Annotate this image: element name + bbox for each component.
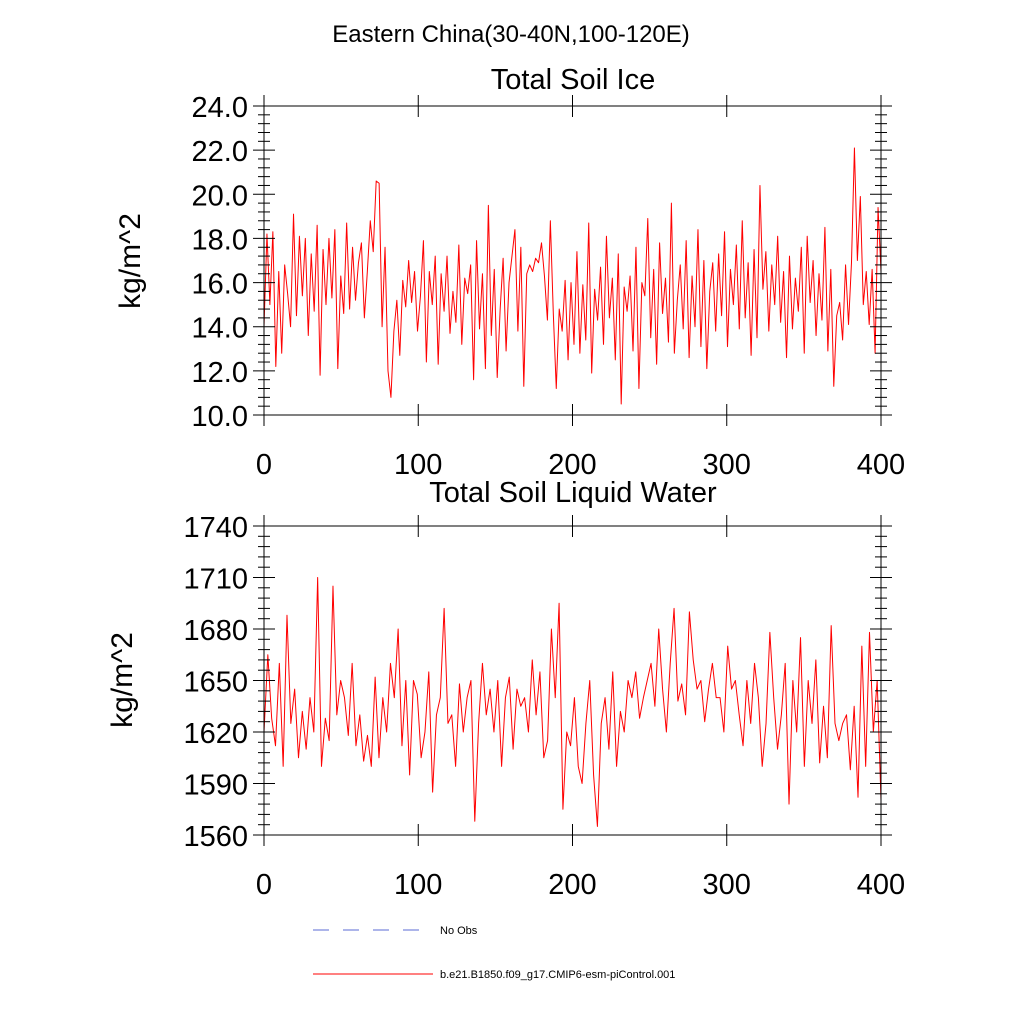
y-tick-label: 10.0 [192,401,248,433]
y-tick-label: 1650 [183,667,248,699]
x-tick-label: 100 [394,869,442,901]
plot-frame [263,105,882,416]
y-tick-label: 24.0 [192,92,248,124]
legend: No Obs b.e21.B1850.f09_g17.CMIP6-esm-piC… [313,925,675,981]
x-tick-label: 200 [548,449,596,481]
series-line [263,147,882,405]
chart-panel-soil-ice: Total Soil Ice kg/m^2 10.0 12.0 14.0 16.0 18… [114,64,905,481]
x-tick-label: 300 [703,869,751,901]
x-tick-label: 400 [857,449,905,481]
x-tick-label: 200 [548,869,596,901]
x-tick-label: 0 [256,869,272,901]
chart-panel-soil-liquid-water: Total Soil Liquid Water kg/m^2 1560 1590 1… [106,477,905,901]
y-tick-label: 1590 [183,770,248,802]
y-axis-label: kg/m^2 [114,213,147,309]
y-tick-label: 22.0 [192,136,248,168]
x-tick-label: 300 [703,449,751,481]
y-axis-label: kg/m^2 [106,632,139,728]
y-tick-label: 16.0 [192,269,248,301]
figure-suptitle: Eastern China(30-40N,100-120E) [332,21,690,48]
y-tick-label: 18.0 [192,224,248,256]
y-tick-label: 12.0 [192,357,248,389]
x-tick-label: 0 [256,449,272,481]
y-tick-label: 14.0 [192,313,248,345]
chart-title: Total Soil Liquid Water [429,477,717,509]
legend-label-model: b.e21.B1850.f09_g17.CMIP6-esm-piControl.… [440,969,675,981]
y-tick-label: 1740 [183,512,248,544]
x-tick-label: 100 [394,449,442,481]
y-tick-label: 1560 [183,821,248,853]
y-tick-label: 1710 [183,564,248,596]
legend-label-no-obs: No Obs [440,925,478,937]
x-tick-label: 400 [857,869,905,901]
chart-title: Total Soil Ice [491,64,655,96]
y-tick-label: 20.0 [192,180,248,212]
series-line [263,577,882,827]
y-tick-label: 1620 [183,718,248,750]
y-tick-label: 1680 [183,615,248,647]
